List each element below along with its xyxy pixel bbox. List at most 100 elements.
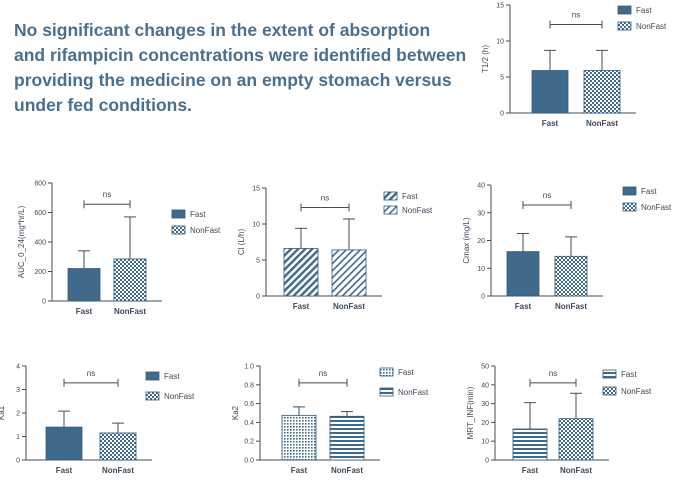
legend-label: Fast	[398, 368, 414, 377]
legend-label: Fast	[621, 370, 637, 379]
headline: No significant changes in the extent of …	[14, 18, 467, 118]
significance-label: ns	[543, 191, 551, 200]
headline-line-4: under fed conditions.	[14, 95, 192, 115]
bar-nonfast	[329, 415, 365, 461]
legend-swatch	[622, 186, 637, 196]
y-tick-label: 10	[252, 222, 260, 229]
y-tick-label: 400	[34, 240, 46, 247]
y-tick-label: 40	[477, 183, 485, 190]
significance-label: ns	[321, 193, 329, 202]
significance-label: ns	[87, 369, 95, 378]
legend-label: Fast	[636, 6, 652, 15]
bar-nonfast	[558, 418, 594, 461]
category-label: Fast	[542, 119, 559, 128]
category-label: NonFast	[560, 466, 592, 475]
y-tick-label: 2	[16, 411, 20, 418]
y-axis-label: Cmax (mg/L)	[462, 217, 471, 264]
bar-nonfast	[554, 255, 588, 297]
legend-swatch	[617, 5, 632, 15]
chart-ka1: 0 1 2 3 4 Ka1 Fast NonFast ns Fast NonFast	[0, 364, 195, 476]
headline-line-3: providing the medicine on an empty stoma…	[14, 70, 452, 90]
bar-nonfast	[331, 249, 367, 297]
bar-fast	[45, 426, 83, 461]
y-tick-label: 10	[496, 39, 504, 46]
chart-t-half: 0 5 10 15 T1/2 (h) Fast NonFast ns Fast NonFast	[481, 3, 667, 129]
category-label: NonFast	[102, 466, 134, 475]
y-tick-label: 0.4	[244, 420, 254, 427]
y-tick-label: 0.6	[244, 401, 254, 408]
legend-label: Fast	[164, 372, 180, 381]
bar-nonfast	[113, 258, 147, 302]
y-tick-label: 5	[256, 258, 260, 265]
category-label: Fast	[522, 466, 539, 475]
category-label: NonFast	[114, 307, 146, 316]
y-tick-label: 0	[485, 458, 489, 465]
category-label: Fast	[291, 466, 308, 475]
significance-label: ns	[572, 10, 580, 19]
bar-fast	[281, 414, 317, 461]
y-tick-label: 15	[252, 186, 260, 193]
y-axis-label: AUC_0_24(mg*hr/L)	[17, 205, 26, 278]
y-tick-label: 0	[500, 111, 504, 118]
legend-label: NonFast	[164, 392, 195, 401]
y-tick-label: 0.2	[244, 439, 254, 446]
y-tick-label: 0	[256, 294, 260, 301]
legend-swatch	[602, 386, 617, 396]
legend-swatch	[622, 202, 637, 212]
legend-label: NonFast	[621, 387, 652, 396]
legend-swatch	[145, 391, 160, 401]
y-tick-label: 10	[481, 439, 489, 446]
chart-ka2: 0.0 0.2 0.4 0.6 0.8 1.0 Ka2 Fast NonFast ns Fast No…	[231, 364, 429, 476]
bar-fast	[512, 428, 548, 461]
legend-swatch	[145, 371, 160, 381]
y-axis-label: Ka2	[231, 405, 240, 420]
bar-fast	[67, 268, 101, 302]
chart-mrt: 0 10 20 30 40 50 MRT_INF(min) Fast NonFast ns Fast…	[466, 364, 652, 476]
legend-swatch	[383, 205, 398, 215]
legend-swatch	[379, 387, 394, 397]
y-tick-label: 600	[34, 210, 46, 217]
headline-line-2: and rifampicin concentrations were ident…	[14, 45, 467, 65]
y-tick-label: 3	[16, 387, 20, 394]
y-tick-label: 15	[496, 3, 504, 10]
category-label: Fast	[515, 302, 532, 311]
legend-label: NonFast	[636, 22, 667, 31]
y-tick-label: 4	[16, 364, 20, 371]
category-label: NonFast	[331, 466, 363, 475]
legend-swatch	[379, 367, 394, 377]
y-tick-label: 30	[477, 210, 485, 217]
chart-auc: 0 200 400 600 800 AUC_0_24(mg*hr/L) Fast NonFas…	[17, 181, 221, 317]
category-label: NonFast	[555, 302, 587, 311]
bar-nonfast	[583, 70, 621, 114]
y-tick-label: 40	[481, 382, 489, 389]
y-tick-label: 50	[481, 364, 489, 371]
bar-fast	[283, 248, 319, 297]
y-tick-label: 800	[34, 181, 46, 188]
significance-label: ns	[103, 190, 111, 199]
y-tick-label: 1	[16, 434, 20, 441]
legend-label: Fast	[190, 210, 206, 219]
y-tick-label: 20	[481, 420, 489, 427]
category-label: Fast	[76, 307, 93, 316]
legend-label: NonFast	[402, 206, 433, 215]
y-tick-label: 0	[42, 299, 46, 306]
legend-label: Fast	[641, 187, 657, 196]
category-label: NonFast	[586, 119, 618, 128]
y-tick-label: 10	[477, 266, 485, 273]
legend-swatch	[171, 209, 186, 219]
y-tick-label: 20	[477, 238, 485, 245]
category-label: NonFast	[333, 302, 365, 311]
y-tick-label: 0.8	[244, 382, 254, 389]
y-axis-label: Ka1	[0, 405, 6, 420]
y-tick-label: 5	[500, 75, 504, 82]
category-label: Fast	[293, 302, 310, 311]
category-label: Fast	[56, 466, 73, 475]
y-tick-label: 0	[16, 458, 20, 465]
y-axis-label: MRT_INF(min)	[466, 386, 475, 439]
chart-cl: 0 5 10 15 Cl (L/h) Fast NonFast ns Fast NonFast	[237, 186, 433, 312]
legend-label: NonFast	[190, 226, 221, 235]
legend-swatch	[602, 369, 617, 379]
bar-nonfast	[99, 432, 137, 461]
legend-swatch	[383, 191, 398, 201]
y-axis-label: Cl (L/h)	[237, 229, 246, 256]
